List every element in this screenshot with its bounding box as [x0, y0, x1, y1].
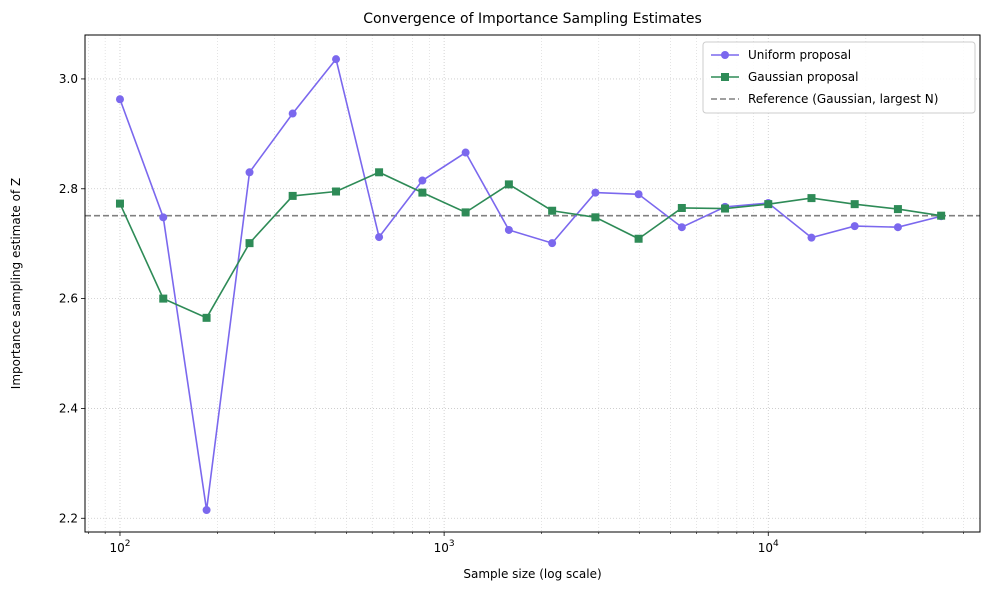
- data-point: [332, 55, 341, 64]
- y-tick-label: 2.8: [59, 182, 78, 196]
- data-point: [634, 190, 643, 199]
- data-point: [288, 191, 297, 200]
- data-point: [850, 222, 859, 231]
- data-point: [504, 225, 513, 234]
- data-point: [375, 233, 384, 242]
- data-point: [591, 213, 600, 222]
- x-tick-label: 103: [434, 539, 455, 555]
- y-axis-label: Importance sampling estimate of Z: [9, 178, 23, 389]
- data-point: [115, 199, 124, 208]
- legend-item: Reference (Gaussian, largest N): [711, 92, 938, 106]
- data-point: [721, 204, 730, 213]
- legend-marker: [721, 51, 729, 59]
- legend-box: [702, 41, 976, 114]
- series-2: [115, 168, 946, 322]
- data-point: [115, 95, 124, 104]
- data-point: [937, 211, 946, 220]
- grid-major: [85, 35, 980, 532]
- data-point: [202, 313, 211, 322]
- x-axis-label: Sample size (log scale): [463, 567, 601, 581]
- y-tick-label: 2.2: [59, 511, 78, 525]
- data-point: [634, 234, 643, 243]
- plot-frame: [84, 34, 981, 533]
- chart-title: Convergence of Importance Sampling Estim…: [363, 11, 702, 27]
- data-point: [893, 205, 902, 214]
- series-line: [119, 171, 942, 319]
- data-point: [245, 239, 254, 248]
- legend-item: Gaussian proposal: [711, 70, 858, 84]
- data-point: [202, 506, 211, 515]
- data-point: [504, 180, 513, 189]
- y-tick-label: 3.0: [59, 72, 78, 86]
- legend-item: Uniform proposal: [711, 48, 851, 62]
- legend-marker: [721, 73, 729, 81]
- y-axis-ticks: 2.2 2.4 2.6 2.8 3.0: [59, 72, 85, 525]
- data-point: [418, 176, 427, 185]
- x-tick-label: 104: [758, 539, 779, 555]
- data-point: [159, 294, 168, 303]
- data-point: [591, 188, 600, 197]
- legend-label: Uniform proposal: [748, 48, 851, 62]
- data-point: [677, 203, 686, 212]
- data-point: [677, 223, 686, 232]
- data-point: [245, 168, 254, 177]
- data-point: [548, 239, 557, 248]
- series-line: [119, 57, 942, 511]
- x-tick-label: 102: [109, 539, 130, 555]
- data-point: [893, 223, 902, 232]
- grid-minor: [88, 35, 964, 532]
- y-tick-label: 2.4: [59, 401, 78, 415]
- legend-label: Reference (Gaussian, largest N): [748, 92, 938, 106]
- legend-label: Gaussian proposal: [748, 70, 858, 84]
- data-point: [288, 109, 297, 118]
- data-point: [764, 200, 773, 209]
- data-point: [375, 168, 384, 177]
- series-layer: [115, 55, 946, 515]
- data-point: [461, 208, 470, 217]
- legend: Uniform proposal Gaussian proposal Referen…: [702, 41, 976, 114]
- data-point: [418, 188, 427, 197]
- data-point: [461, 148, 470, 157]
- data-point: [807, 194, 816, 203]
- data-point: [548, 206, 557, 215]
- data-point: [159, 213, 168, 222]
- data-point: [332, 187, 341, 196]
- x-axis-ticks: 102 103 104: [88, 532, 964, 555]
- data-point: [850, 200, 859, 209]
- y-tick-label: 2.6: [59, 292, 78, 306]
- data-point: [807, 233, 816, 242]
